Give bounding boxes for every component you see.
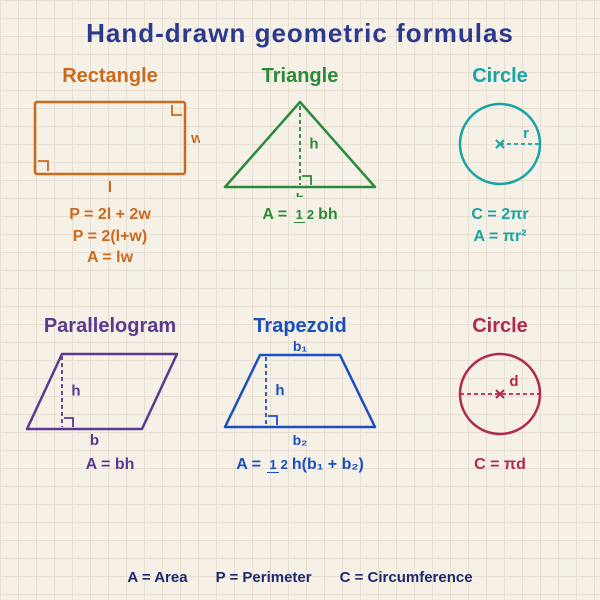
legend: A = AreaP = PerimeterC = Circumference [0,569,600,586]
cell-trapezoid: Trapezoid hb₁b₂ A = 12h(b₁ + b₂) [205,315,395,476]
cell-rectangle: Rectangle wl P = 2l + 2wP = 2(l+w)A = lw [15,65,205,269]
svg-text:b: b [296,190,305,197]
cell-parallelogram: Parallelogram hb A = bh [15,315,205,476]
svg-text:w: w [190,130,200,147]
parallelogram-formulas: A = bh [15,454,205,476]
cell-circle-r: Circle r C = 2πrA = πr² [405,65,595,247]
circle-r-formulas: C = 2πrA = πr² [405,204,595,247]
svg-text:h: h [275,382,284,399]
svg-text:b: b [90,432,99,447]
parallelogram-title: Parallelogram [15,315,205,338]
trapezoid-shape: hb₁b₂ [205,344,395,444]
cell-circle-d: Circle d C = πd [405,315,595,476]
triangle-shape: hb [205,94,395,194]
circle-d-title: Circle [405,315,595,338]
cell-triangle: Triangle hb A = 12bh [205,65,395,226]
svg-text:l: l [108,179,112,196]
graph-paper: Hand-drawn geometric formulas Rectangle … [0,0,600,600]
page-title: Hand-drawn geometric formulas [0,18,600,49]
trapezoid-title: Trapezoid [205,315,395,338]
svg-text:b₁: b₁ [293,338,308,354]
circle-d-formulas: C = πd [405,454,595,476]
svg-text:r: r [523,125,529,142]
parallelogram-shape: hb [15,344,205,444]
circle-r-shape: r [405,94,595,194]
svg-text:h: h [309,135,318,152]
rectangle-formulas: P = 2l + 2wP = 2(l+w)A = lw [15,204,205,269]
svg-text:h: h [71,382,80,399]
trapezoid-formulas: A = 12h(b₁ + b₂) [205,454,395,476]
triangle-title: Triangle [205,65,395,88]
circle-r-title: Circle [405,65,595,88]
circle-d-shape: d [405,344,595,444]
rectangle-title: Rectangle [15,65,205,88]
triangle-formulas: A = 12bh [205,204,395,226]
svg-text:b₂: b₂ [293,432,308,448]
svg-text:d: d [509,373,518,390]
rectangle-shape: wl [15,94,205,194]
